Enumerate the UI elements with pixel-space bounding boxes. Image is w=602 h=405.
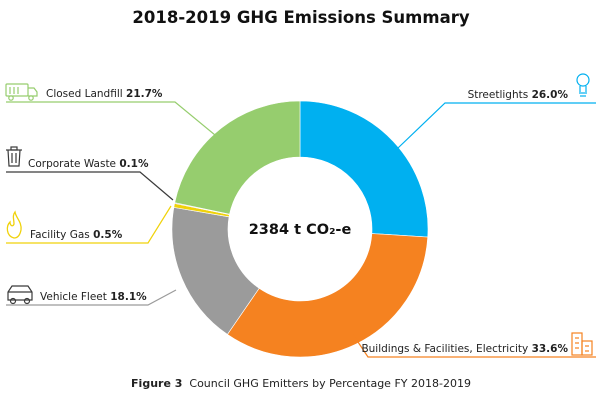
label-closed-landfill: Closed Landfill 21.7% <box>46 88 163 100</box>
figure-number: Figure 3 <box>131 377 183 390</box>
flame-icon <box>6 210 22 239</box>
chart-title: 2018-2019 GHG Emissions Summary <box>132 8 470 27</box>
center-total-label: 2384 t CO₂-e <box>249 222 352 238</box>
label-closed-landfill-name: Closed Landfill <box>46 88 123 100</box>
trash-bin-icon <box>6 146 22 167</box>
lightbulb-icon <box>576 73 590 97</box>
label-corporate-waste: Corporate Waste 0.1% <box>28 158 149 170</box>
label-vehicle-fleet: Vehicle Fleet 18.1% <box>40 291 147 303</box>
leader-line-vehicle-fleet <box>6 289 177 306</box>
leader-line-buildings <box>351 332 596 358</box>
label-buildings-value: 33.6% <box>532 343 569 355</box>
label-streetlights: Streetlights 26.0% <box>468 89 569 101</box>
label-corporate-waste-name: Corporate Waste <box>28 158 116 170</box>
label-corporate-waste-value: 0.1% <box>119 158 149 170</box>
label-streetlights-name: Streetlights <box>468 89 529 101</box>
leader-line-streetlights <box>397 102 596 149</box>
leader-line-facility-gas <box>6 205 172 244</box>
leader-line-corporate-waste <box>6 171 174 201</box>
buildings-icon <box>571 332 593 356</box>
leader-line-closed-landfill <box>6 101 216 136</box>
label-vehicle-fleet-value: 18.1% <box>110 291 147 303</box>
label-facility-gas-name: Facility Gas <box>30 229 90 241</box>
label-buildings-name: Buildings & Facilities, Electricity <box>361 343 528 355</box>
figure-caption: Figure 3 Council GHG Emitters by Percent… <box>0 377 602 390</box>
car-icon <box>7 285 33 305</box>
label-closed-landfill-value: 21.7% <box>126 88 163 100</box>
label-facility-gas: Facility Gas 0.5% <box>30 229 123 241</box>
truck-icon <box>5 83 38 101</box>
label-streetlights-value: 26.0% <box>532 89 569 101</box>
label-vehicle-fleet-name: Vehicle Fleet <box>40 291 107 303</box>
label-facility-gas-value: 0.5% <box>93 229 123 241</box>
label-buildings: Buildings & Facilities, Electricity 33.6… <box>361 343 568 355</box>
donut-slices <box>171 100 429 358</box>
donut-hole <box>228 157 372 301</box>
figure-caption-text: Council GHG Emitters by Percentage FY 20… <box>189 377 471 390</box>
